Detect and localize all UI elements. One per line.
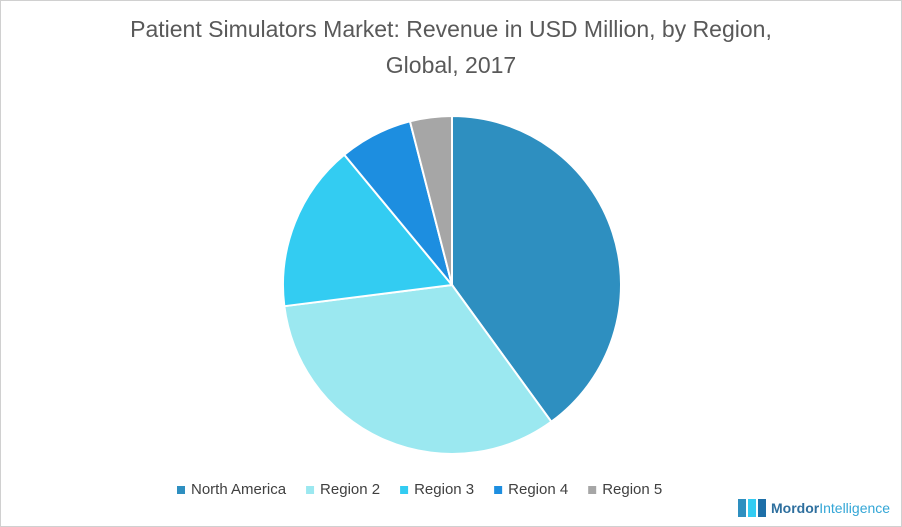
legend-marker (588, 486, 597, 494)
legend-label: Region 4 (508, 481, 568, 498)
legend-marker (306, 486, 315, 494)
logo-icon (758, 499, 766, 517)
logo-icon (748, 499, 756, 517)
logo-text: MordorIntelligence (771, 500, 890, 516)
legend-marker (177, 486, 185, 494)
legend-label: Region 2 (320, 481, 380, 498)
pie-slice (451, 114, 622, 424)
pie-slice (408, 114, 453, 286)
logo-word: Intelligence (819, 500, 890, 516)
logo: MordorIntelligence (738, 499, 890, 517)
logo-icon (738, 499, 746, 517)
logo-word: Mordor (771, 500, 820, 516)
chart-title: Patient Simulators Market: Revenue in US… (130, 16, 772, 78)
legend-label: North America (191, 481, 287, 498)
legend-marker (400, 486, 409, 494)
legend-label: Region 3 (414, 481, 474, 498)
legend-label: Region 5 (602, 481, 662, 498)
legend-marker (494, 486, 503, 494)
pie-slice (283, 283, 553, 455)
pie-slice (282, 153, 454, 308)
